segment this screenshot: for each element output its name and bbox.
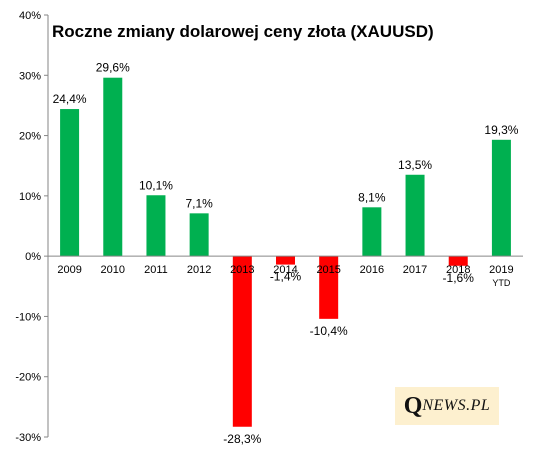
chart-title: Roczne zmiany dolarowej ceny złota (XAUU… (52, 22, 434, 41)
data-label-2015: -10,4% (310, 324, 348, 338)
y-tick-label: 40% (19, 10, 41, 22)
y-tick-label: -10% (15, 311, 41, 323)
bar-2015 (319, 256, 339, 319)
y-tick-label: -20% (15, 372, 41, 384)
bar-2017 (405, 174, 425, 257)
x-tick-label-2018: 2018 (446, 264, 470, 276)
bar-2010 (103, 77, 123, 257)
data-label-2009: 24,4% (53, 92, 87, 106)
bar-2009 (60, 109, 80, 257)
qnews-logo: Q NEWS.PL (395, 387, 499, 425)
data-label-2013: -28,3% (223, 432, 261, 446)
bar-2012 (189, 213, 209, 257)
data-label-2016: 8,1% (358, 190, 386, 204)
x-tick-label-2014: 2014 (273, 264, 297, 276)
x-tick-label-2015: 2015 (316, 264, 340, 276)
x-tick-sublabel: YTD (492, 278, 511, 288)
logo-q: Q (403, 392, 423, 419)
category-labels: 2009 2010 2011 2012 2013 2014 2015 2016 2017 2018… (57, 264, 513, 288)
x-tick-label-2013: 2013 (230, 264, 254, 276)
y-tick-label: 30% (19, 70, 41, 82)
x-tick-label-2009: 2009 (57, 264, 81, 276)
y-tick-label: 10% (19, 191, 41, 203)
bar-2011 (146, 195, 166, 257)
y-tick-label: 20% (19, 131, 41, 143)
data-label-2018: -1,6% (443, 271, 475, 285)
x-tick-label-2010: 2010 (101, 264, 125, 276)
x-tick-label-2019: 2019 (489, 264, 513, 276)
data-label-2011: 10,1% (139, 178, 173, 192)
y-tick-label: -30% (15, 432, 41, 444)
data-label-2019: 19,3% (484, 123, 518, 137)
bar-2019 (491, 139, 511, 257)
data-label-2017: 13,5% (398, 158, 432, 172)
data-labels: 24,4% 29,6% 10,1% 7,1% -28,3% -1,4% -10,4% 8,1%… (53, 61, 519, 446)
x-tick-label-2017: 2017 (403, 264, 427, 276)
bar-2018 (448, 256, 468, 266)
data-label-2014: -1,4% (270, 270, 302, 284)
y-tick-label: 0% (25, 251, 41, 263)
logo-text: NEWS.PL (422, 397, 491, 414)
bar-2013 (232, 256, 252, 427)
bar-2014 (276, 256, 295, 265)
data-label-2010: 29,6% (96, 61, 130, 75)
bars (60, 77, 511, 427)
x-tick-label-2012: 2012 (187, 264, 211, 276)
y-axis-ticks: 40% 30% 20% 10% 0% -10% -20% -30% (15, 10, 48, 444)
bar-2016 (362, 207, 382, 257)
data-label-2012: 7,1% (185, 196, 213, 210)
x-tick-label-2016: 2016 (360, 264, 384, 276)
x-tick-label-2011: 2011 (144, 264, 168, 276)
